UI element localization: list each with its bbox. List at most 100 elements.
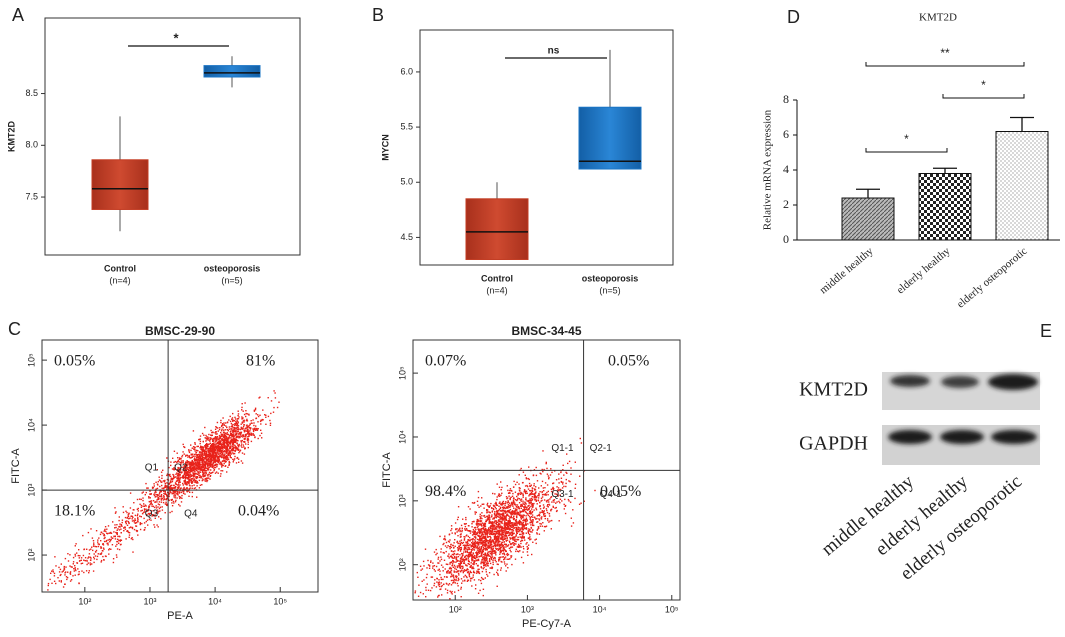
event-dot — [158, 516, 160, 518]
event-dot — [439, 588, 441, 591]
event-dot — [221, 447, 223, 449]
event-dot — [521, 536, 523, 539]
event-dot — [499, 501, 501, 503]
event-dot — [501, 538, 504, 541]
event-dot — [248, 427, 250, 429]
event-dot — [538, 495, 540, 497]
bar — [841, 197, 895, 241]
event-dot — [528, 530, 531, 532]
event-dot — [190, 461, 193, 464]
event-dot — [238, 433, 240, 435]
event-dot — [270, 412, 272, 415]
event-dot — [481, 512, 483, 514]
event-dot — [522, 514, 524, 516]
event-dot — [216, 448, 218, 451]
event-dot — [210, 443, 213, 446]
event-dot — [492, 546, 495, 548]
event-dot — [205, 479, 208, 481]
event-dot — [222, 464, 224, 467]
event-dot — [489, 530, 492, 533]
event-dot — [503, 526, 506, 528]
event-dot — [139, 515, 141, 517]
event-dot — [237, 430, 239, 432]
event-dot — [477, 559, 480, 562]
event-dot — [154, 517, 156, 519]
event-dot — [230, 433, 232, 436]
event-dot — [102, 550, 104, 552]
event-dot — [455, 553, 457, 556]
event-dot — [123, 527, 125, 529]
event-dot — [67, 553, 69, 555]
event-dot — [247, 436, 249, 438]
event-dot — [492, 539, 494, 541]
event-dot — [506, 502, 509, 504]
event-dot — [247, 438, 249, 440]
event-dot — [156, 494, 158, 496]
event-dot — [473, 567, 475, 570]
event-dot — [594, 489, 596, 492]
event-dot — [244, 447, 246, 449]
event-dot — [105, 530, 107, 533]
event-dot — [518, 527, 520, 529]
event-dot — [58, 566, 60, 569]
event-dot — [166, 474, 168, 477]
event-dot — [563, 503, 565, 506]
event-dot — [468, 552, 470, 554]
event-dot — [505, 570, 507, 572]
event-dot — [470, 552, 472, 554]
gate-name: Q3 — [145, 509, 159, 520]
event-dot — [515, 522, 517, 524]
event-dot — [530, 501, 532, 503]
event-dot — [220, 463, 222, 466]
event-dot — [537, 494, 539, 497]
event-dot — [183, 476, 186, 479]
event-dot — [525, 532, 527, 534]
event-dot — [136, 530, 139, 532]
event-dot — [461, 554, 464, 556]
event-dot — [154, 492, 156, 494]
event-dot — [477, 520, 480, 522]
event-dot — [175, 480, 178, 483]
event-dot — [172, 490, 174, 493]
event-dot — [135, 521, 138, 524]
event-dot — [447, 563, 449, 566]
event-dot — [177, 459, 180, 461]
event-dot — [492, 563, 494, 566]
event-dot — [206, 474, 209, 476]
event-dot — [230, 450, 232, 452]
event-dot — [451, 532, 453, 534]
event-dot — [67, 560, 70, 562]
event-dot — [57, 577, 59, 579]
event-dot — [440, 576, 442, 579]
event-dot — [180, 463, 182, 466]
event-dot — [66, 576, 69, 579]
event-dot — [150, 519, 152, 521]
event-dot — [197, 460, 200, 462]
event-dot — [515, 522, 517, 525]
event-dot — [132, 538, 134, 541]
event-dot — [170, 480, 172, 482]
event-dot — [208, 433, 210, 436]
plot-frame — [419, 29, 674, 266]
event-dot — [149, 490, 151, 492]
event-dot — [201, 449, 204, 451]
event-dot — [470, 550, 472, 553]
event-dot — [542, 507, 545, 509]
event-dot — [225, 458, 227, 460]
event-dot — [557, 487, 560, 489]
event-dot — [539, 491, 541, 493]
event-dot — [72, 563, 74, 565]
event-dot — [504, 522, 506, 524]
event-dot — [154, 526, 156, 528]
event-dot — [265, 414, 267, 416]
event-dot — [124, 526, 126, 528]
event-dot — [545, 525, 548, 527]
event-dot — [487, 528, 489, 531]
event-dot — [195, 463, 197, 466]
event-dot — [504, 534, 506, 536]
event-dot — [191, 487, 193, 489]
event-dot — [496, 496, 498, 498]
event-dot — [530, 538, 532, 540]
event-dot — [200, 448, 202, 451]
event-dot — [216, 433, 218, 435]
